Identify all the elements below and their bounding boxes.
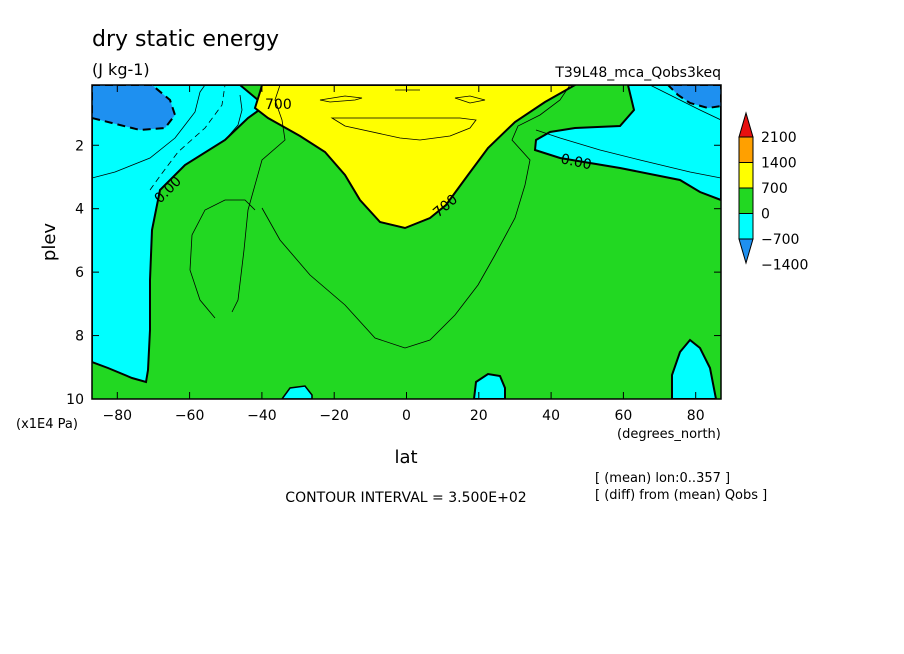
colorbar-label: 700	[761, 181, 788, 197]
contour-label: 700	[265, 97, 292, 113]
x-tick-label: 40	[542, 408, 560, 424]
y-axis-label: plev	[39, 223, 60, 262]
chart-units: (J kg-1)	[92, 60, 150, 79]
note-mean-lon: [ (mean) lon:0..357 ]	[595, 471, 730, 486]
contour-label: 0.00	[559, 151, 593, 173]
x-tick-label: 20	[470, 408, 488, 424]
colorbar-label: 1400	[761, 156, 797, 172]
colorbar-swatch	[738, 136, 754, 163]
colorbar-label: −1400	[761, 258, 808, 274]
x-axis-units: (degrees_north)	[617, 427, 721, 442]
region-bottom-left-negative	[281, 385, 313, 399]
x-axis-label: lat	[394, 447, 417, 468]
y-axis-units: (x1E4 Pa)	[16, 417, 78, 432]
y-axis: 2 4 6 8 10	[66, 138, 721, 408]
x-tick-label: −60	[175, 408, 205, 424]
contour-interval: CONTOUR INTERVAL = 3.500E+02	[285, 490, 526, 506]
plot-area: 700 0.00 0.00 700	[92, 85, 721, 399]
colorbar-swatch	[738, 162, 754, 189]
y-tick-label: 4	[75, 202, 84, 218]
colorbar: 2100 1400 700 0 −700 −1400	[738, 111, 808, 274]
x-axis: −80 −60 −40 −20 0 20 40 60 80	[103, 85, 705, 424]
note-diff-from: [ (diff) from (mean) Qobs ]	[595, 488, 767, 503]
region-center-positive	[253, 85, 578, 230]
y-tick-label: 8	[75, 329, 84, 345]
colorbar-label: 2100	[761, 130, 797, 146]
case-label: T39L48_mca_Qobs3keq	[554, 65, 721, 81]
region-bottom-center-negative	[472, 372, 506, 399]
chart-title: dry static energy	[92, 27, 279, 52]
colorbar-label: 0	[761, 207, 770, 223]
x-tick-label: 80	[687, 408, 705, 424]
region-right-negative	[533, 85, 721, 202]
y-tick-label: 10	[66, 392, 84, 408]
region-left-strong-negative	[92, 85, 177, 132]
x-tick-label: −40	[247, 408, 277, 424]
thin-contours	[92, 85, 721, 349]
x-tick-label: 0	[402, 408, 411, 424]
colorbar-label: −700	[761, 232, 799, 248]
y-tick-label: 2	[75, 138, 84, 154]
x-tick-label: −80	[103, 408, 133, 424]
colorbar-top-arrow	[738, 111, 754, 138]
region-bottom-right-negative	[671, 338, 718, 399]
x-tick-label: 60	[614, 408, 632, 424]
y-tick-label: 6	[75, 265, 84, 281]
colorbar-swatch	[738, 213, 754, 240]
region-right-strong-negative	[666, 85, 721, 110]
colorbar-swatch	[738, 187, 754, 214]
colorbar-bottom-arrow	[738, 238, 754, 265]
x-tick-label: −20	[319, 408, 349, 424]
